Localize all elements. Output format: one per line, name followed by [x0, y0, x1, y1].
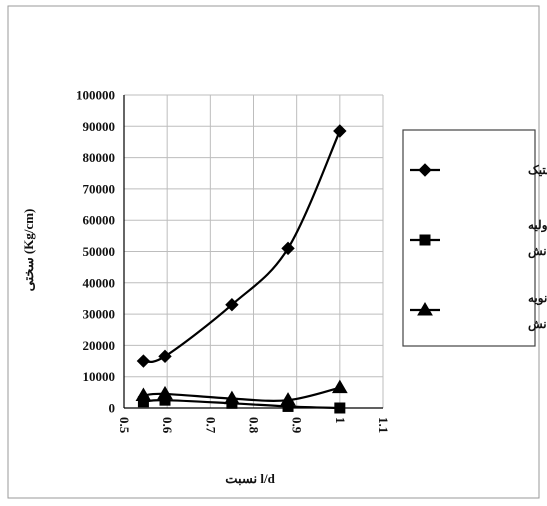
- data-point-elastic: [158, 349, 172, 364]
- data-point-secondary-post-buckling: [224, 390, 240, 405]
- x-tick-label: 0.8: [247, 417, 262, 434]
- y-tick-label: 0: [109, 401, 116, 416]
- y-tick-label: 60000: [83, 213, 116, 228]
- legend-item-primary-post-buckling: سختی اولیه پس از کمانش: [410, 218, 547, 259]
- x-tick-label: 1: [333, 417, 348, 424]
- data-point-elastic: [281, 241, 295, 256]
- series-layer: [135, 124, 348, 414]
- legend-marker: [419, 234, 431, 246]
- y-tick-labels: 0 10000 20000 30000 40000 50000 60000 70000 8000…: [76, 88, 115, 416]
- series-elastic: [136, 124, 347, 368]
- y-tick-label: 90000: [83, 119, 116, 134]
- x-axis-label: نسبت l/d: [225, 471, 275, 486]
- y-tick-label: 50000: [83, 244, 116, 259]
- legend-marker: [417, 302, 433, 316]
- x-tick-label: 0.9: [290, 417, 305, 434]
- legend-label: پس از کمانش: [528, 317, 547, 332]
- legend-items: سختی الاستیکسختی اولیهپس از کمانشسختی ثا…: [410, 163, 547, 332]
- data-point-secondary-post-buckling: [157, 385, 173, 400]
- y-tick-label: 10000: [83, 369, 116, 384]
- x-tick-label: 0.7: [203, 417, 218, 434]
- y-tick-label: 80000: [83, 150, 116, 165]
- y-axis-label: سختی (Kg/cm): [21, 209, 36, 292]
- x-tick-label: 0.6: [160, 417, 175, 434]
- data-point-secondary-post-buckling: [331, 379, 348, 394]
- legend-item-elastic: سختی الاستیک: [410, 163, 547, 177]
- data-point-elastic: [136, 354, 151, 368]
- data-point-elastic: [333, 124, 347, 138]
- legend-label: سختی اولیه: [528, 218, 547, 233]
- legend-label: سختی الاستیک: [528, 163, 547, 177]
- legend-label: سختی ثانویه: [528, 291, 547, 306]
- legend-label: پس از کمانش: [528, 244, 547, 259]
- data-point-primary-post-buckling: [334, 402, 346, 414]
- y-tick-label: 70000: [83, 181, 116, 196]
- y-tick-label: 30000: [83, 307, 116, 322]
- series-secondary-post-buckling: [135, 379, 348, 406]
- x-tick-label: 0.5: [117, 417, 132, 434]
- data-point-secondary-post-buckling: [135, 387, 152, 401]
- x-tick-label: 1.1: [376, 417, 391, 433]
- data-point-elastic: [225, 298, 239, 312]
- series-line-elastic: [143, 130, 341, 364]
- y-tick-label: 40000: [83, 275, 116, 290]
- legend: سختی الاستیکسختی اولیهپس از کمانشسختی ثا…: [402, 129, 547, 347]
- y-tick-label: 100000: [76, 88, 115, 103]
- y-tick-label: 20000: [83, 338, 116, 353]
- legend-marker: [418, 163, 432, 177]
- legend-item-secondary-post-buckling: سختی ثانویه پس از کمانش: [410, 291, 547, 332]
- x-tick-labels: 0.5 0.6 0.7 0.8 0.9 1 1.1: [117, 417, 391, 434]
- data-point-secondary-post-buckling: [280, 392, 296, 406]
